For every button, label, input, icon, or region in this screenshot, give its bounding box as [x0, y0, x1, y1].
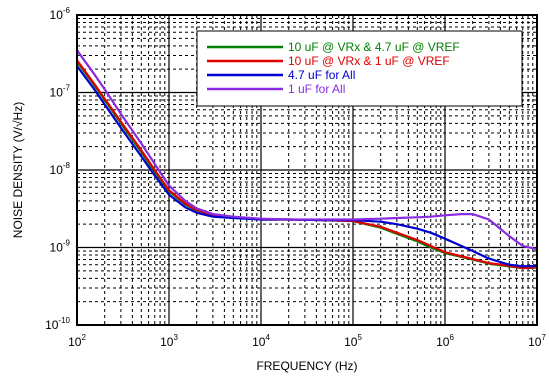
- x-tick-label: 102: [68, 333, 86, 349]
- y-tick-label: 10-8: [50, 161, 71, 177]
- series-layer: [76, 49, 538, 270]
- x-tick-label: 107: [528, 333, 546, 349]
- x-tick-label: 105: [344, 333, 362, 349]
- legend-label-4: 1 uF for All: [288, 82, 345, 96]
- legend-label-1: 10 uF @ VRx & 4.7 uF @ VREF: [288, 40, 460, 54]
- legend-box: [196, 30, 523, 107]
- series-line-4: [76, 49, 538, 251]
- x-axis-label: FREQUENCY (Hz): [256, 359, 357, 373]
- y-tick-label: 10-7: [50, 84, 71, 100]
- y-axis-label: NOISE DENSITY (V/√Hz): [11, 102, 25, 238]
- legend-label-3: 4.7 uF for All: [288, 68, 355, 82]
- x-tick-label: 104: [252, 333, 270, 349]
- legend-label-2: 10 uF @ VRx & 1 uF @ VREF: [288, 54, 450, 68]
- x-tick-label: 106: [436, 333, 454, 349]
- y-tick-label: 10-6: [50, 6, 71, 22]
- y-tick-label: 10-9: [50, 239, 71, 255]
- y-tick-labels: 10-10 10-9 10-8 10-7 10-6: [45, 6, 70, 332]
- x-tick-labels: 102 103 104 105 106 107: [68, 333, 546, 349]
- x-tick-label: 103: [160, 333, 178, 349]
- y-tick-label: 10-10: [45, 316, 70, 332]
- plot-frame: [76, 14, 538, 326]
